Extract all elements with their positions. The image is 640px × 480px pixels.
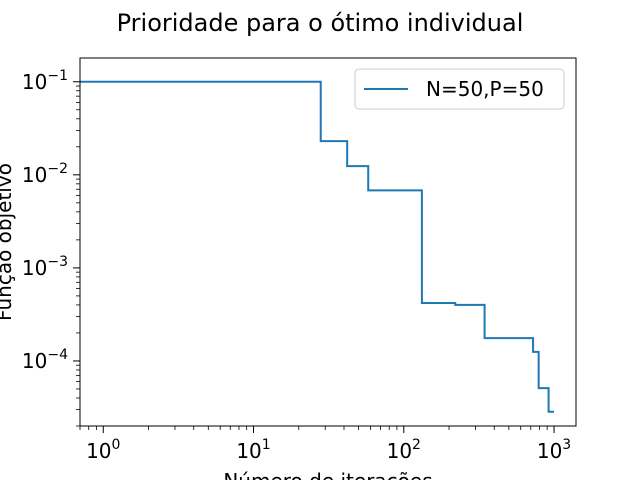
y-tick-label: 10−2: [22, 161, 68, 187]
x-axis-ticks: 100 101 102 103: [79, 426, 571, 463]
plot-frame: [79, 57, 577, 427]
chart-title: Prioridade para o ótimo individual: [117, 9, 524, 37]
y-tick-label: 10−1: [22, 68, 68, 94]
x-axis-label: Número de iterações: [223, 469, 432, 480]
plot-background: [80, 58, 576, 426]
y-axis-label: Função objetivo: [0, 163, 16, 321]
x-tick-label: 102: [387, 437, 421, 463]
x-tick-label: 100: [86, 437, 120, 463]
x-tick-label: 103: [537, 437, 571, 463]
series-line-n50-p50: [80, 80, 555, 413]
x-tick-label: 101: [236, 437, 270, 463]
y-axis-ticks: 10−1 10−2 10−3 10−4: [22, 68, 80, 427]
legend: N=50,P=50: [354, 68, 565, 110]
legend-frame: [354, 68, 565, 110]
plot-area: [79, 57, 577, 427]
y-tick-label: 10−4: [22, 347, 68, 373]
y-tick-label: 10−3: [22, 254, 68, 280]
legend-label-n50-p50: N=50,P=50: [426, 77, 544, 101]
